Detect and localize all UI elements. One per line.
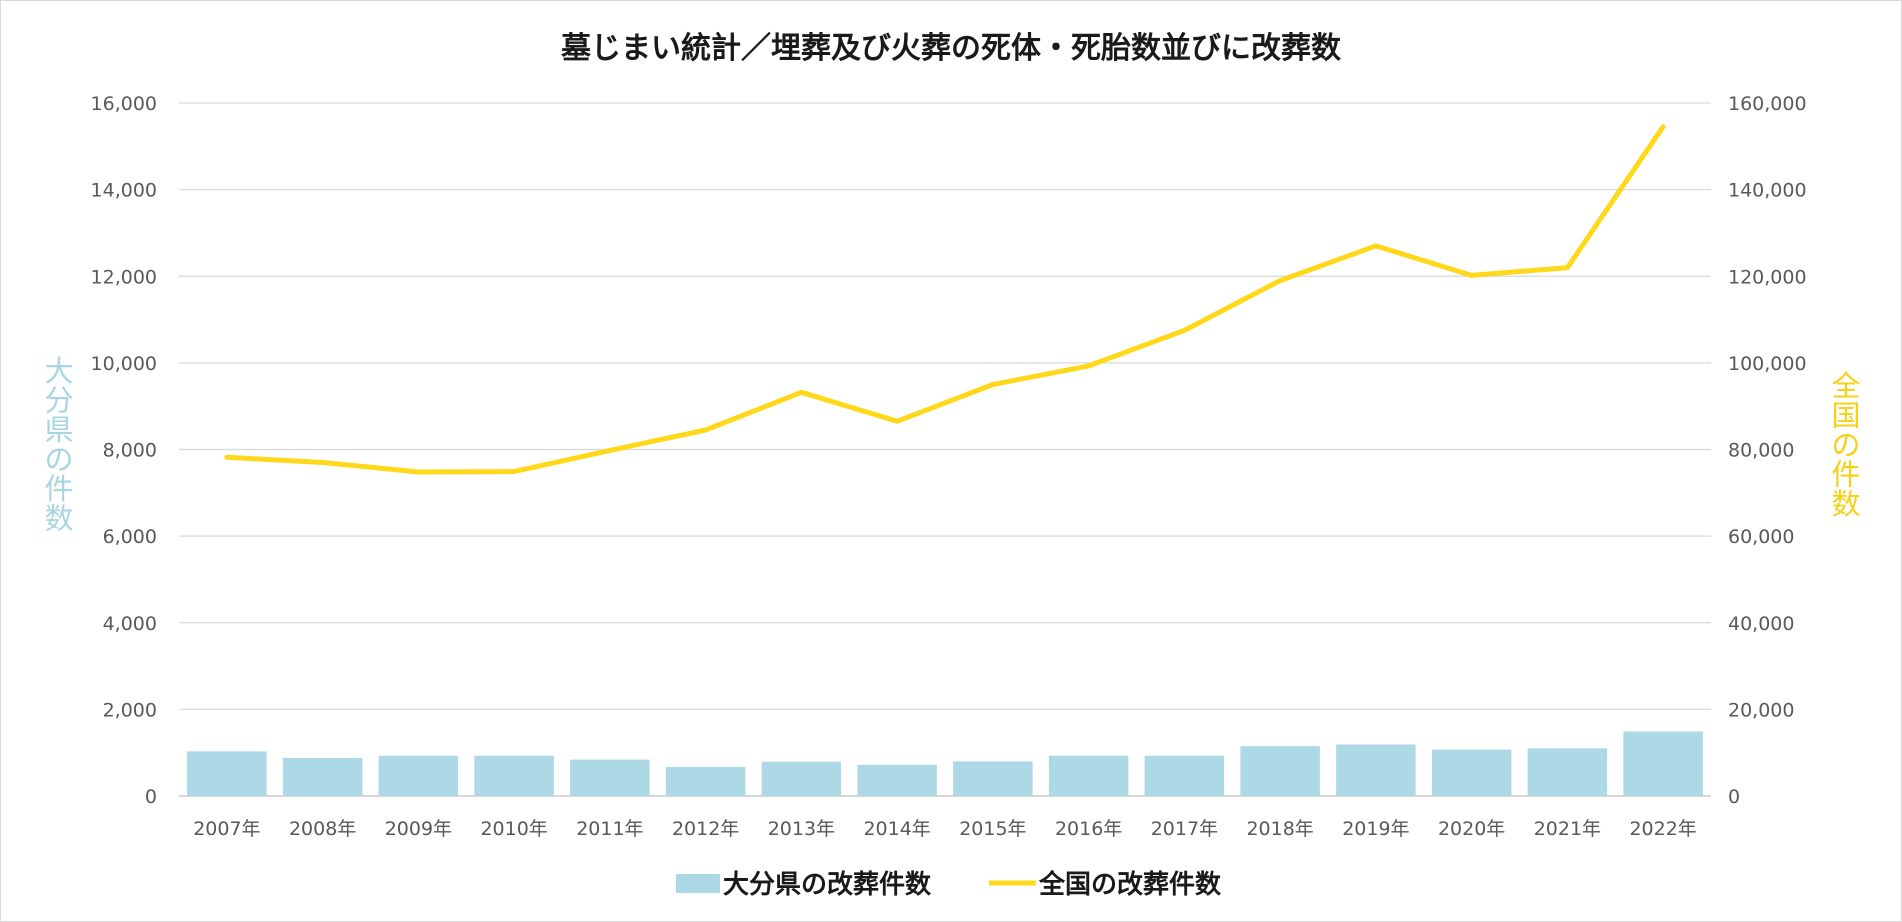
- bar: [1527, 748, 1608, 796]
- bar: [282, 757, 363, 796]
- bar: [378, 755, 459, 796]
- line-series: [224, 124, 1666, 475]
- right-tick-label: 120,000: [1728, 266, 1807, 288]
- bar: [1240, 746, 1320, 796]
- bar-series: [187, 731, 1703, 796]
- left-axis-ticks: 0 2,000 4,000 6,000 8,000 10,000 12,000 14,000 1…: [91, 93, 157, 808]
- x-tick-label: 2009年: [385, 818, 452, 840]
- chart-title: 墓じまい統計／埋葬及び火葬の死体・死胎数並びに改葬数: [560, 31, 1342, 66]
- right-axis-ticks: 0 20,000 40,000 60,000 80,000 100,000 120,000 1…: [1728, 93, 1807, 808]
- x-tick-label: 2013年: [768, 818, 835, 840]
- left-tick-label: 2,000: [103, 699, 157, 721]
- left-tick-label: 10,000: [91, 353, 157, 375]
- x-tick-label: 2008年: [289, 818, 356, 840]
- bar: [1431, 749, 1512, 796]
- legend-label-bar: 大分県の改葬件数: [723, 869, 932, 900]
- bar: [474, 755, 554, 796]
- x-tick-label: 2016年: [1055, 818, 1122, 840]
- right-tick-label: 60,000: [1728, 526, 1794, 548]
- legend-label-line: 全国の改葬件数: [1038, 869, 1222, 900]
- bar: [1623, 731, 1703, 796]
- bar: [665, 766, 746, 796]
- bar: [1336, 744, 1416, 796]
- left-tick-label: 0: [145, 786, 157, 808]
- right-axis-label: 全国の件数: [1831, 369, 1860, 521]
- x-tick-label: 2012年: [672, 818, 739, 840]
- right-tick-label: 0: [1728, 786, 1740, 808]
- legend-swatch-bar: [676, 874, 720, 893]
- bar: [953, 761, 1033, 796]
- left-axis-title: 大分県の件数: [44, 354, 73, 536]
- right-tick-label: 40,000: [1728, 613, 1794, 635]
- left-tick-label: 8,000: [103, 440, 157, 462]
- x-tick-label: 2011年: [576, 818, 643, 840]
- left-tick-label: 4,000: [103, 613, 157, 635]
- x-tick-label: 2007年: [193, 818, 260, 840]
- x-axis-ticks: 2007年 2008年 2009年 2010年 2011年 2012年 2013年 2014年…: [193, 818, 1697, 840]
- x-tick-label: 2014年: [863, 818, 930, 840]
- right-tick-label: 140,000: [1728, 180, 1807, 202]
- x-tick-label: 2015年: [959, 818, 1026, 840]
- right-axis-title: 全国の件数: [1831, 369, 1860, 521]
- right-tick-label: 160,000: [1728, 93, 1807, 115]
- left-axis-label: 大分県の件数: [44, 354, 73, 536]
- x-tick-label: 2019年: [1342, 818, 1409, 840]
- bar: [187, 751, 267, 796]
- right-tick-label: 100,000: [1728, 353, 1807, 375]
- x-tick-label: 2021年: [1534, 818, 1601, 840]
- legend: 大分県の改葬件数 全国の改葬件数: [676, 869, 1222, 900]
- x-tick-label: 2022年: [1629, 818, 1696, 840]
- x-tick-label: 2010年: [480, 818, 547, 840]
- bar: [570, 759, 650, 796]
- x-tick-label: 2018年: [1246, 818, 1313, 840]
- right-tick-label: 20,000: [1728, 699, 1794, 721]
- line-path: [224, 124, 1666, 475]
- left-tick-label: 12,000: [91, 266, 157, 288]
- bar: [761, 761, 842, 796]
- gridlines: [179, 102, 1711, 797]
- bar: [857, 764, 937, 796]
- x-tick-label: 2020年: [1438, 818, 1505, 840]
- x-tick-label: 2017年: [1151, 818, 1218, 840]
- bar: [1144, 755, 1225, 796]
- left-tick-label: 14,000: [91, 180, 157, 202]
- left-tick-label: 16,000: [91, 93, 157, 115]
- bar: [1048, 755, 1129, 796]
- right-tick-label: 80,000: [1728, 440, 1794, 462]
- left-tick-label: 6,000: [103, 526, 157, 548]
